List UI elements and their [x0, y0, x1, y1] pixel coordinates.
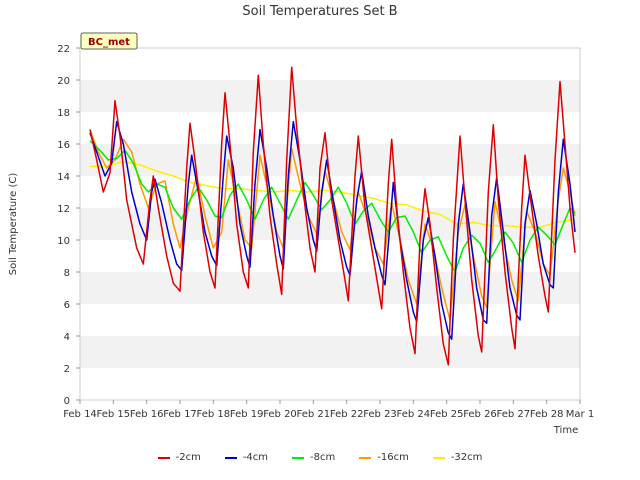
- legend-label: -4cm: [242, 452, 269, 463]
- x-tick-label: Feb 17: [163, 409, 197, 420]
- legend-swatch: [157, 456, 170, 459]
- x-tick-label: Feb 28: [530, 409, 564, 420]
- grid-bands: [80, 80, 580, 368]
- legend-swatch: [359, 456, 372, 459]
- legend-label: -2cm: [175, 452, 201, 463]
- y-tick-label: 20: [57, 76, 70, 87]
- y-tick-label: 10: [57, 236, 70, 247]
- legend-item: -2cm: [157, 452, 201, 463]
- x-tick-label: Feb 26: [463, 409, 497, 420]
- series-line-8cm: [89, 140, 576, 273]
- y-tick-label: 4: [64, 332, 70, 343]
- legend-label: -32cm: [450, 452, 483, 463]
- x-tick-label: Feb 16: [130, 409, 164, 420]
- legend-label: -16cm: [377, 452, 409, 463]
- x-tick-label: Feb 25: [430, 409, 464, 420]
- legend-item: -16cm: [359, 452, 409, 463]
- annotation-box: BC_met: [80, 32, 138, 50]
- y-ticks: 0 2 4 6 8 10 12 14 16 18 20 22: [57, 44, 80, 407]
- grid-band: [80, 336, 580, 368]
- x-tick-label: Feb 27: [497, 409, 531, 420]
- y-tick-label: 14: [57, 172, 70, 183]
- x-tick-label: Feb 23: [363, 409, 397, 420]
- legend-item: -32cm: [432, 452, 483, 463]
- plot-area-border: [79, 47, 581, 401]
- y-tick-label: 6: [64, 300, 70, 311]
- grid-band: [80, 80, 580, 112]
- chart-title: Soil Temperatures Set B: [242, 4, 397, 19]
- x-tick-label: Feb 21: [297, 409, 331, 420]
- y-tick-label: 16: [57, 140, 70, 151]
- x-tick-label: Feb 19: [230, 409, 264, 420]
- grid-band: [80, 208, 580, 240]
- x-tick-label: Feb 15: [97, 409, 131, 420]
- series-line-2cm: [89, 66, 576, 366]
- legend-swatch: [224, 456, 237, 459]
- series-lines: [89, 66, 576, 366]
- x-tick-label: Feb 20: [263, 409, 297, 420]
- x-tick-label: Mar 1: [566, 409, 594, 420]
- grid-band: [80, 272, 580, 304]
- x-tick-label: Feb 22: [330, 409, 364, 420]
- y-tick-label: 22: [57, 44, 70, 55]
- x-axis-label: Time: [553, 425, 578, 436]
- y-tick-label: 12: [57, 204, 70, 215]
- y-tick-label: 0: [64, 396, 70, 407]
- x-ticks: Feb 14 Feb 15 Feb 16 Feb 17 Feb 18 Feb 19 Feb …: [63, 400, 594, 420]
- x-tick-label: Feb 18: [197, 409, 231, 420]
- y-axis-label: Soil Temperature (C): [8, 173, 19, 276]
- legend: -2cm -4cm -8cm -16cm -32cm: [0, 452, 640, 463]
- y-tick-label: 18: [57, 108, 70, 119]
- annotation-label: BC_met: [88, 37, 130, 48]
- legend-item: -4cm: [224, 452, 269, 463]
- legend-item: -8cm: [292, 452, 335, 463]
- x-tick-label: Feb 24: [397, 409, 431, 420]
- x-tick-label: Feb 14: [63, 409, 97, 420]
- y-tick-label: 8: [64, 268, 70, 279]
- legend-swatch: [432, 456, 445, 459]
- legend-swatch: [292, 456, 305, 459]
- y-tick-label: 2: [64, 364, 70, 375]
- legend-label: -8cm: [310, 452, 336, 463]
